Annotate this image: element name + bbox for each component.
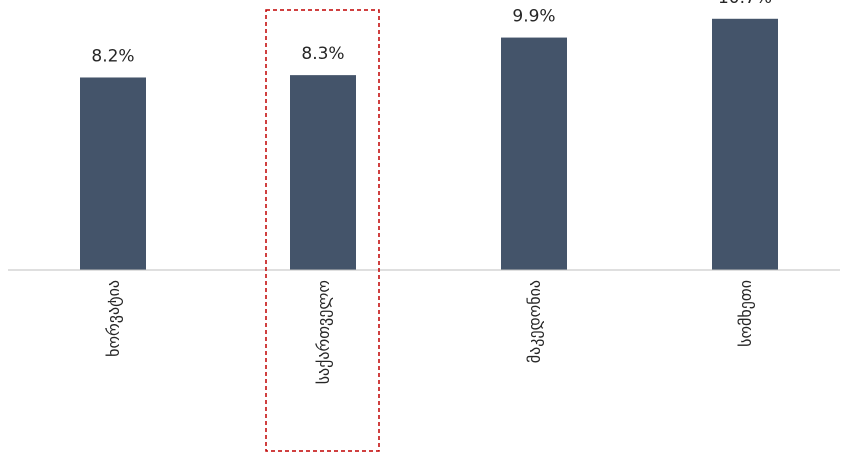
category-label-3: სომხეთი <box>736 280 755 347</box>
bar-3 <box>712 18 778 270</box>
category-label-2: მაკედონია <box>525 280 544 363</box>
highlight-box <box>265 9 380 452</box>
value-label-2: 9.9% <box>512 7 555 27</box>
value-labels-group: 8.2% 8.3% 9.9% 10.7% <box>91 0 772 66</box>
bar-2 <box>501 37 567 270</box>
value-label-0: 8.2% <box>91 46 134 66</box>
value-label-3: 10.7% <box>718 0 772 8</box>
value-label-1: 8.3% <box>301 44 344 64</box>
category-labels-group: ხორვატია საქართველო მაკედონია სომხეთი <box>104 280 755 384</box>
bar-0 <box>80 77 146 270</box>
category-label-0: ხორვატია <box>104 280 123 357</box>
bars-group <box>80 18 778 270</box>
bar-1 <box>290 75 356 270</box>
category-label-1: საქართველო <box>314 280 333 384</box>
